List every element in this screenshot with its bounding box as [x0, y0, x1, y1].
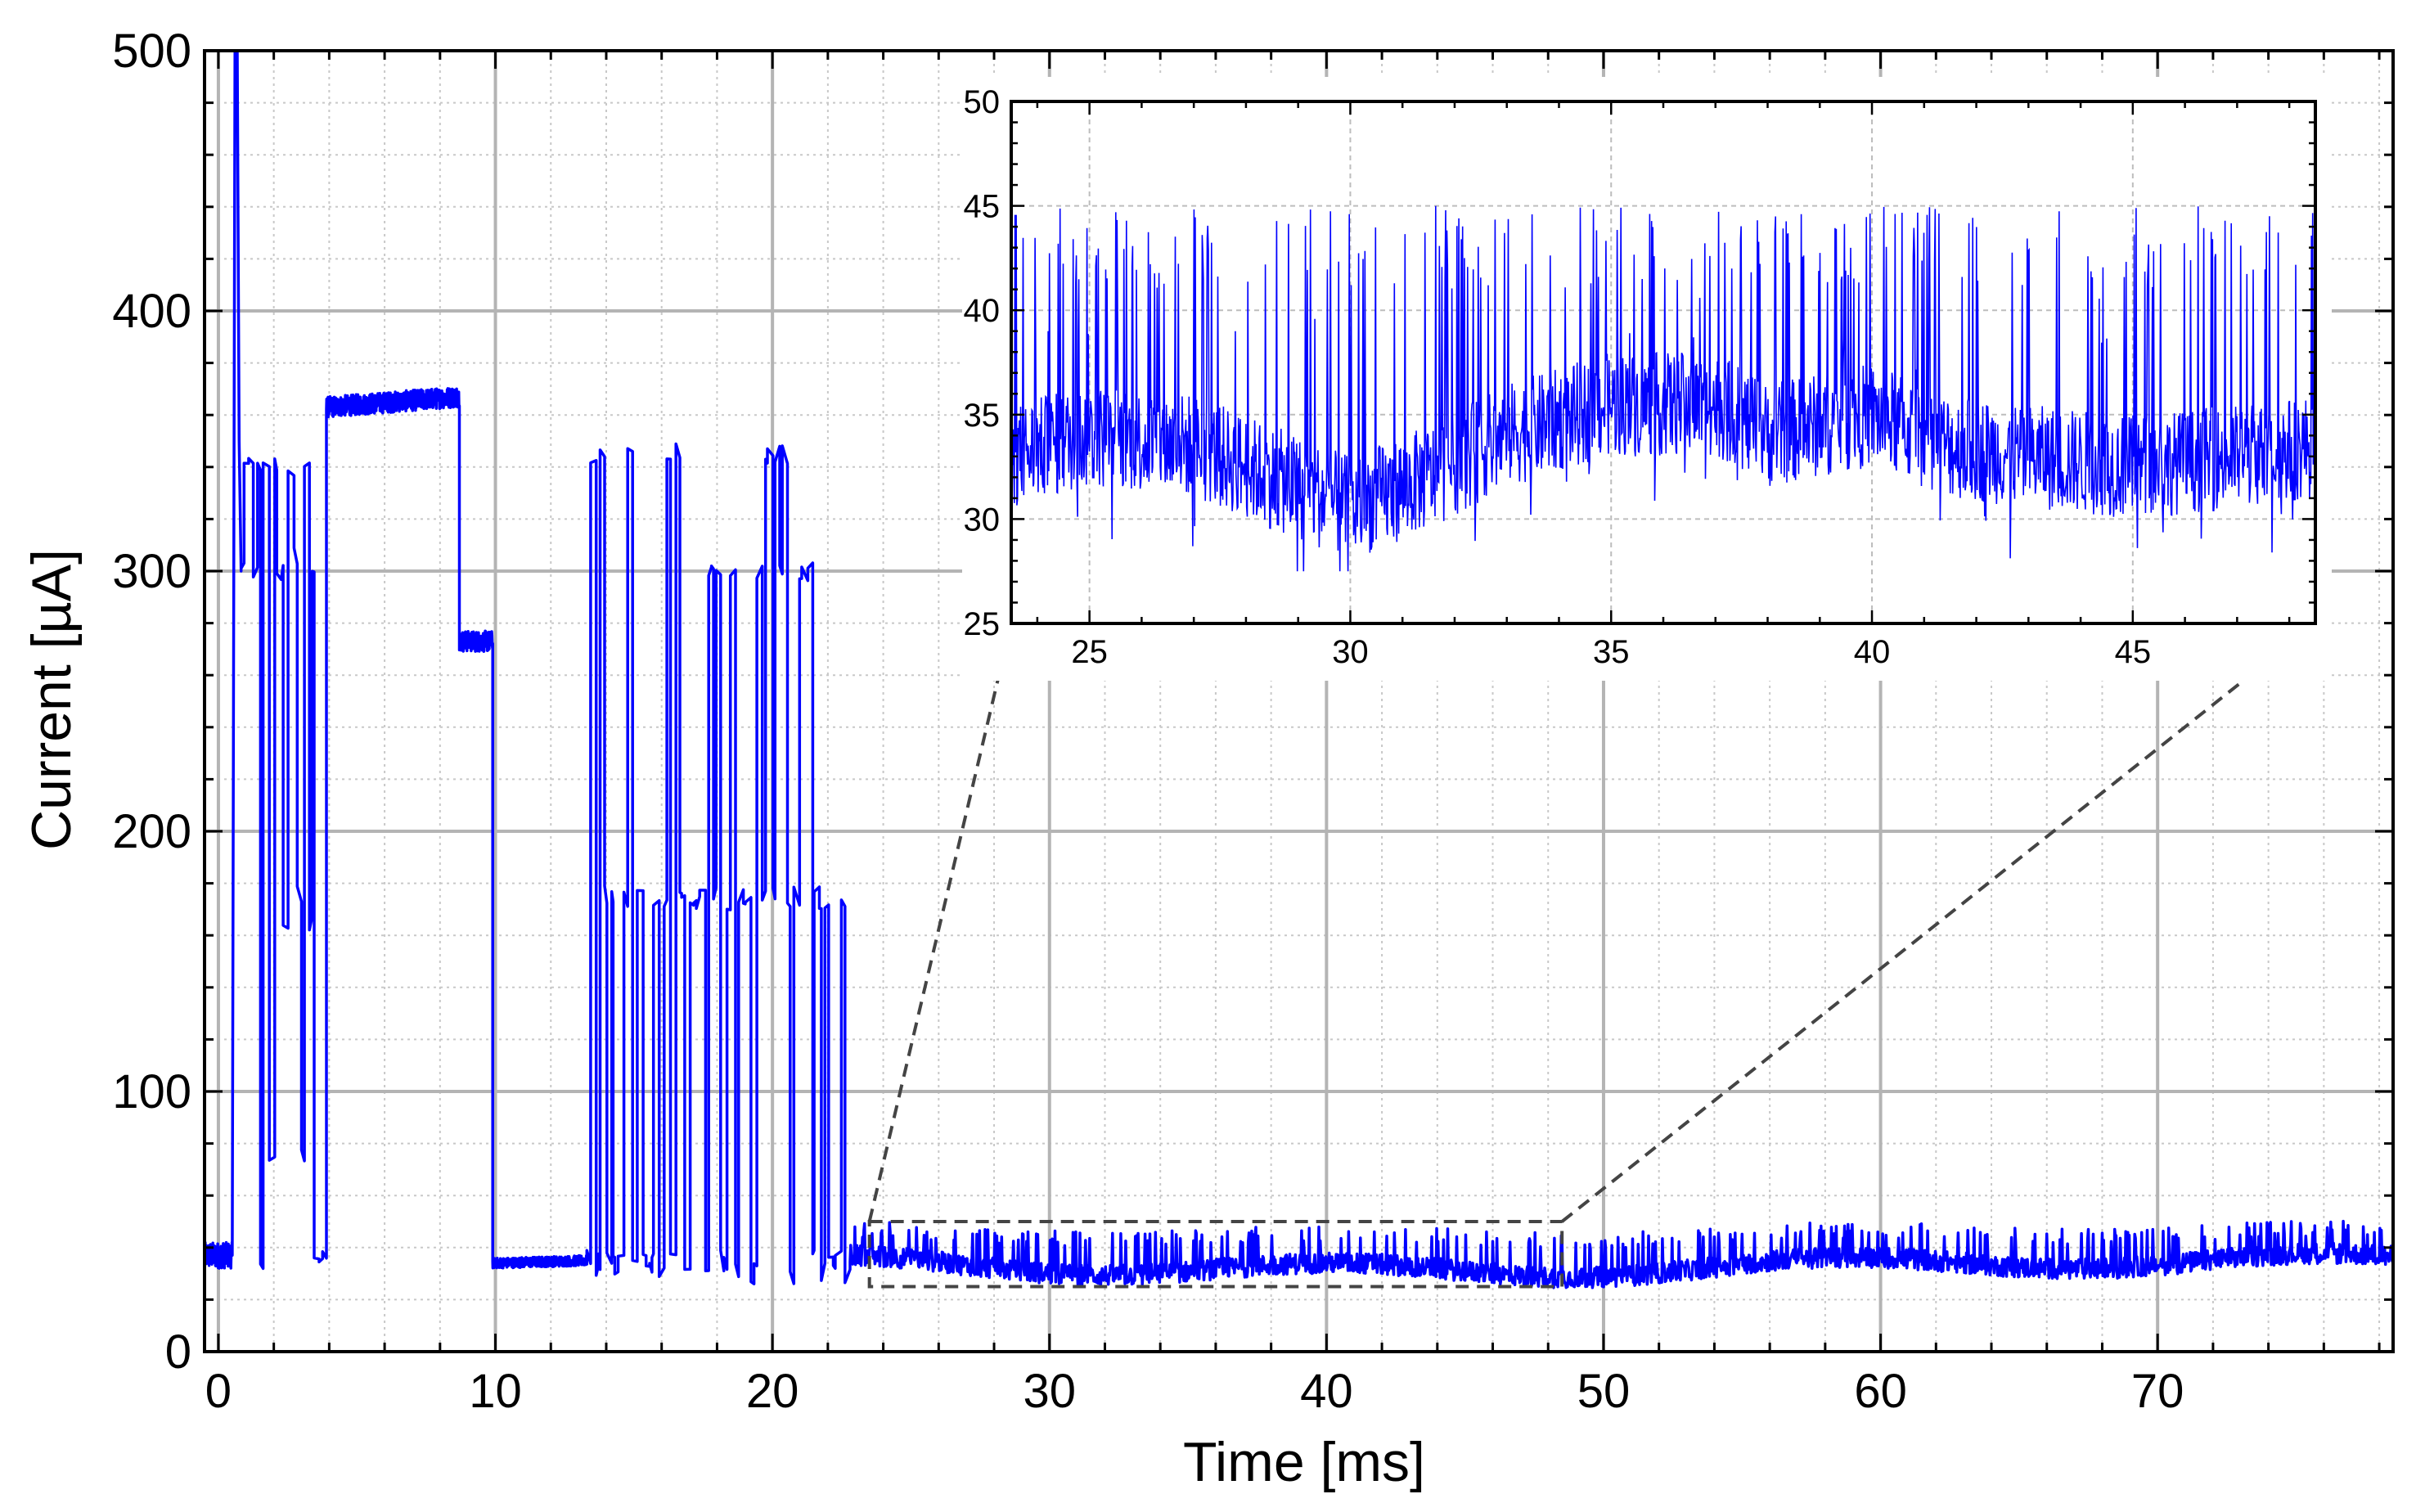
inset-x-tick-label: 30	[1332, 634, 1369, 670]
inset-plot-area	[1011, 101, 2315, 623]
y-axis-label: Current [µA]	[20, 549, 83, 850]
y-tick-label: 300	[112, 545, 191, 598]
zoom-connectors	[867, 622, 2317, 1289]
inset-y-tick-label: 35	[964, 398, 1001, 434]
series-line-main	[203, 49, 2394, 1289]
y-tick-label: 200	[112, 805, 191, 858]
zoom-connector-right	[1560, 622, 2317, 1223]
y-tick-label: 500	[112, 25, 191, 78]
inset-x-tick-label: 25	[1071, 634, 1108, 670]
inset-x-tick-label: 40	[1854, 634, 1891, 670]
inset-plot: 25 30 35 40 45 25 30 35 40 45 50	[962, 77, 2332, 681]
y-tick-label: 0	[165, 1325, 191, 1379]
zoom-box	[867, 1220, 1564, 1289]
zoom-connector-left	[867, 623, 1013, 1222]
inset-y-tick-label: 30	[964, 502, 1001, 538]
x-tick-label: 40	[1300, 1365, 1353, 1418]
inset-y-tick-label: 25	[964, 606, 1001, 642]
x-tick-label: 60	[1854, 1365, 1907, 1418]
inset-x-tick-label: 35	[1593, 634, 1630, 670]
y-tick-label: 400	[112, 285, 191, 338]
x-tick-label: 10	[469, 1365, 522, 1418]
x-tick-label: 0	[205, 1365, 232, 1418]
main-frame	[203, 49, 2395, 1353]
inset-y-tick-label: 50	[964, 84, 1001, 120]
inset-y-tick-label: 45	[964, 189, 1001, 225]
x-tick-label: 30	[1023, 1365, 1076, 1418]
x-axis-label: Time [ms]	[1183, 1431, 1425, 1493]
x-tick-label: 20	[746, 1365, 799, 1418]
y-tick-label: 100	[112, 1065, 191, 1118]
x-tick-label: 50	[1577, 1365, 1631, 1418]
plot-frame	[203, 49, 2395, 1353]
x-tick-label: 70	[2131, 1365, 2184, 1418]
series-line-inset	[1010, 205, 2316, 572]
inset-y-tick-label: 40	[964, 293, 1001, 329]
main-series	[203, 49, 2394, 1289]
inset-x-tick-label: 45	[2115, 634, 2152, 670]
main-ticks: 0 10 20 30 40 50 60 70 0 100 200 300 400 500	[112, 25, 2393, 1418]
